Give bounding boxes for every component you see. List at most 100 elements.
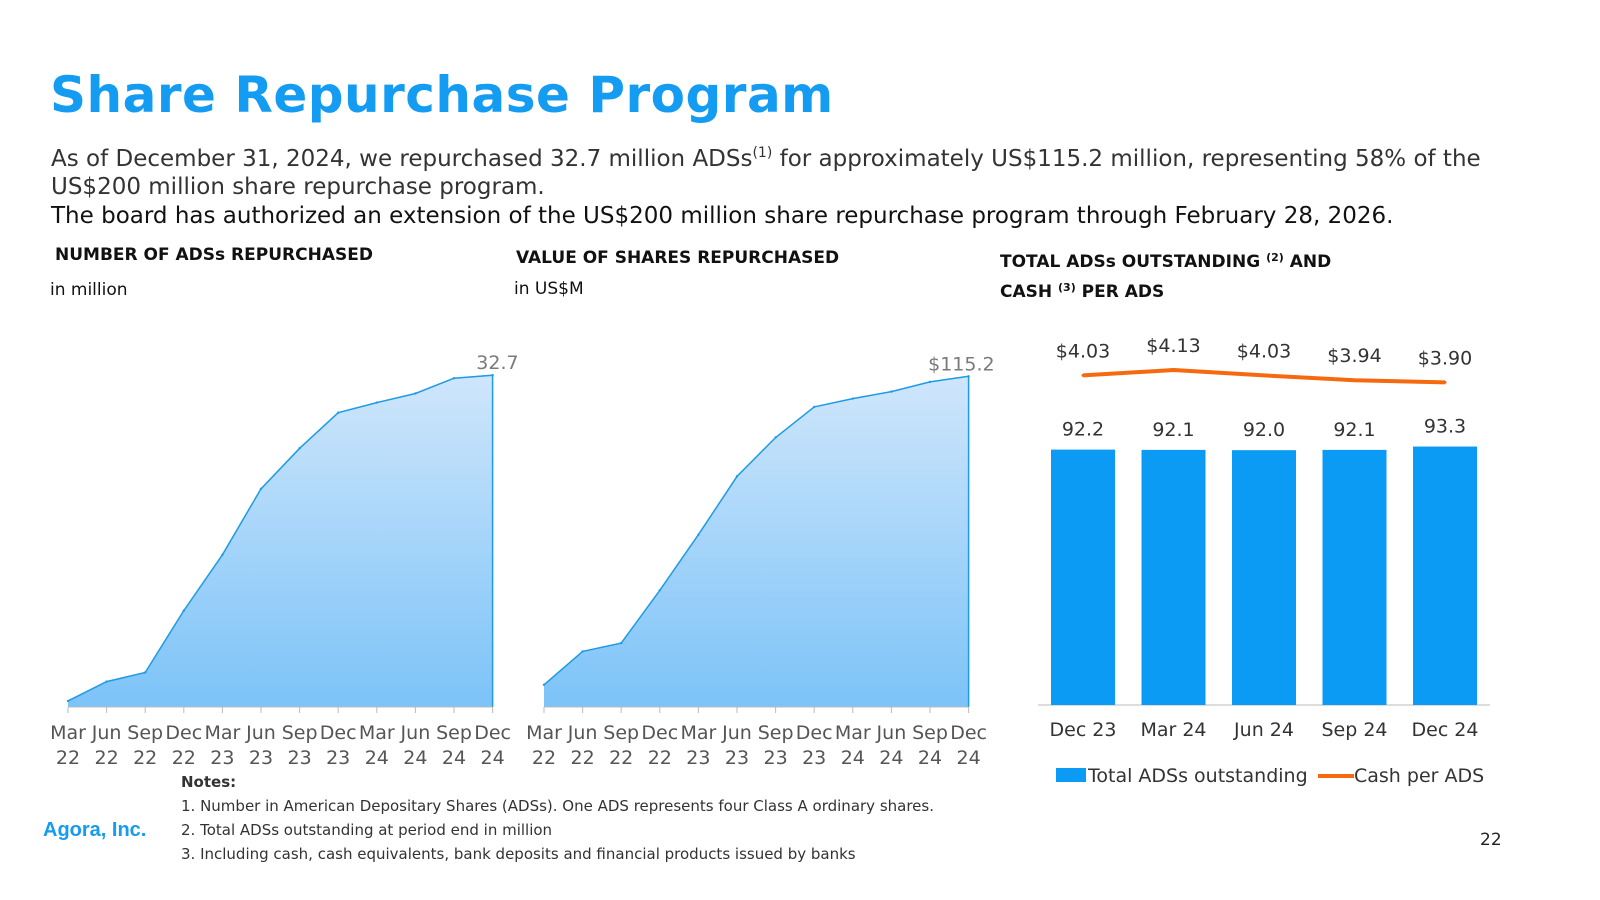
- chart3-bar: [1232, 450, 1296, 705]
- chart3-bar-label: 92.1: [1152, 419, 1194, 441]
- chart1-tick-label-month: Jun: [245, 722, 276, 744]
- chart1-subtitle: in million: [50, 280, 128, 300]
- chart3-tick-label: Jun 24: [1233, 719, 1294, 741]
- chart3-bar: [1413, 446, 1477, 705]
- chart1-point: [375, 401, 378, 404]
- chart2-area: [544, 376, 969, 707]
- chart3-cash-label: $4.03: [1056, 340, 1110, 362]
- chart2-data-label: $115.2: [928, 353, 994, 375]
- chart1-tick-label-month: Mar: [204, 722, 240, 744]
- chart3-title: TOTAL ADSs OUTSTANDING (2) AND CASH (3) …: [1000, 245, 1331, 305]
- chart3-cash-label: $3.90: [1418, 347, 1472, 369]
- chart2-tick-label-year: 23: [725, 747, 749, 769]
- chart1-point: [337, 411, 340, 414]
- chart2-tick-label-year: 22: [609, 747, 633, 769]
- chart1-tick-label-year: 22: [172, 747, 196, 769]
- chart1-tick-label-year: 22: [133, 747, 157, 769]
- chart3-title-b: AND: [1283, 252, 1332, 272]
- chart2-tick-label-month: Dec: [641, 722, 678, 744]
- chart2-point: [928, 380, 932, 384]
- chart1-point: [221, 553, 224, 556]
- chart1-point: [66, 699, 70, 703]
- chart3-cash-point: [1081, 373, 1085, 377]
- chart1-tick-label-month: Mar: [50, 722, 86, 744]
- chart1-tick-label-year: 23: [326, 747, 350, 769]
- chart1-tick-label-month: Dec: [165, 722, 202, 744]
- chart1-tick-label-year: 23: [249, 747, 273, 769]
- chart3-bar-label: 93.3: [1424, 416, 1466, 438]
- note-item-2: 2. Total ADSs outstanding at period end …: [181, 821, 553, 839]
- chart3-cash-label: $4.13: [1146, 335, 1200, 357]
- chart3-cash-point: [1172, 368, 1175, 372]
- chart3-title-c: CASH: [1000, 282, 1059, 302]
- chart2-tick-label-month: Dec: [796, 722, 833, 744]
- chart3-title-a: TOTAL ADSs OUTSTANDING: [1000, 252, 1267, 272]
- chart1-tick-label-year: 22: [95, 747, 119, 769]
- chart1-title: NUMBER OF ADSs REPURCHASED: [55, 245, 373, 265]
- chart3-bar-label: 92.0: [1243, 419, 1285, 441]
- chart2-tick-label-month: Sep: [603, 722, 639, 744]
- chart3-tick-label: Dec 24: [1412, 719, 1479, 741]
- chart2-tick-label-month: Mar: [680, 722, 716, 744]
- chart2-point: [658, 589, 661, 592]
- chart1-tick-label-year: 24: [481, 747, 505, 769]
- chart3-bar-label: 92.2: [1062, 419, 1104, 441]
- chart1-tick-label-year: 24: [442, 747, 466, 769]
- chart2-tick-label-year: 24: [879, 747, 903, 769]
- chart2-tick-label-month: Mar: [835, 722, 871, 744]
- chart1-tick-label-month: Mar: [359, 722, 395, 744]
- chart2-title: VALUE OF SHARES REPURCHASED: [516, 248, 840, 268]
- notes: Notes: 1. Number in American Depositary …: [181, 770, 934, 866]
- chart1-point: [298, 447, 301, 450]
- note-item-3: 3. Including cash, cash equivalents, ban…: [181, 845, 856, 863]
- page-number: 22: [1480, 830, 1502, 850]
- summary-text-rest: for approximately US$115.2 million, repr…: [51, 146, 1481, 200]
- company-logo: Agora, Inc.: [43, 819, 147, 841]
- chart1-tick-label-month: Dec: [320, 722, 357, 744]
- chart1-tick-label-year: 24: [403, 747, 427, 769]
- chart2-tick-label-year: 22: [532, 747, 556, 769]
- note-item-1: 1. Number in American Depositary Shares …: [181, 797, 934, 815]
- chart2-point: [735, 475, 739, 478]
- chart2-point: [890, 390, 893, 393]
- chart2-point: [581, 650, 584, 653]
- chart1-tick-label-year: 23: [288, 747, 312, 769]
- chart1-area: [68, 375, 493, 707]
- chart2-tick-label-year: 24: [841, 747, 865, 769]
- chart2-point: [967, 375, 970, 378]
- chart2-point: [813, 405, 816, 409]
- chart1-point: [182, 609, 185, 612]
- chart3-tick-label: Mar 24: [1140, 719, 1206, 741]
- chart2-tick-label-year: 23: [686, 747, 710, 769]
- chart1-tick-label-month: Jun: [400, 722, 431, 744]
- chart1-data-label: 32.7: [476, 352, 518, 374]
- chart1-tick-label-month: Dec: [474, 722, 511, 744]
- extension-paragraph: The board has authorized an extension of…: [51, 203, 1394, 229]
- page-title: Share Repurchase Program: [50, 66, 834, 124]
- footnote-ref-1: (1): [752, 145, 773, 161]
- chart1-point: [144, 671, 147, 674]
- chart2-tick-label-year: 22: [648, 747, 672, 769]
- chart1-point: [452, 377, 456, 380]
- chart2-tick-label-month: Dec: [950, 722, 987, 744]
- legend-bar-swatch: [1056, 768, 1086, 782]
- chart1-tick-label-month: Jun: [91, 722, 122, 744]
- footnote-ref-2: (2): [1266, 251, 1284, 264]
- footnote-ref-3: (3): [1058, 281, 1076, 294]
- chart2-tick-label-year: 23: [764, 747, 788, 769]
- chart1-tick-label-month: Sep: [127, 722, 163, 744]
- chart2-tick-label-month: Jun: [567, 722, 598, 744]
- chart3-cash-point: [1443, 380, 1447, 384]
- chart3-tick-label: Dec 23: [1050, 719, 1117, 741]
- chart3-title-d: PER ADS: [1075, 282, 1165, 302]
- chart1-tick-label-year: 24: [365, 747, 389, 769]
- chart1-tick-label-month: Sep: [282, 722, 318, 744]
- chart1-point: [259, 487, 263, 491]
- chart3-bar-label: 92.1: [1333, 419, 1375, 441]
- chart2-tick-label-month: Sep: [912, 722, 948, 744]
- chart2-point: [851, 397, 854, 400]
- chart3-cash-label: $3.94: [1327, 345, 1381, 367]
- chart2-tick-label-month: Jun: [876, 722, 907, 744]
- chart2-tick-label-month: Sep: [758, 722, 794, 744]
